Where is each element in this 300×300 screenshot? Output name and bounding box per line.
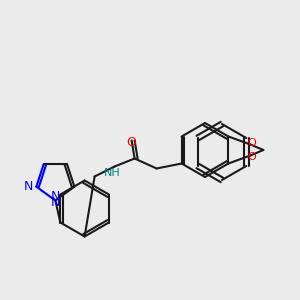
Text: N: N — [24, 180, 33, 193]
Text: O: O — [127, 136, 136, 148]
Text: O: O — [247, 152, 256, 161]
Text: N: N — [51, 190, 60, 203]
Text: O: O — [247, 139, 256, 148]
Text: N: N — [51, 196, 60, 209]
Text: NH: NH — [104, 169, 121, 178]
